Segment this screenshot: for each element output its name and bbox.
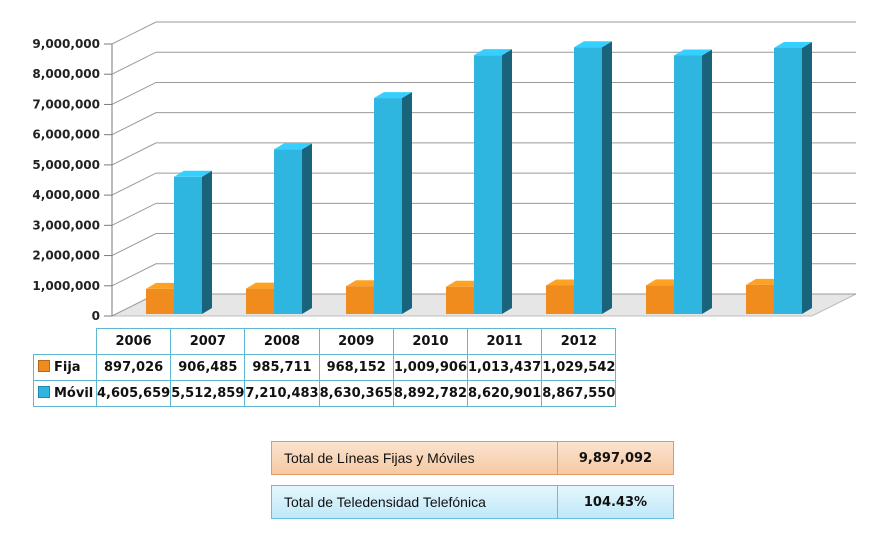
- bar-movil-2007: [274, 143, 312, 314]
- cell-fija-2010: 1,009,906: [392, 354, 469, 381]
- bar-fija-2007-front: [246, 288, 274, 314]
- cell-movil-2007: 5,512,859: [170, 380, 246, 407]
- header-2010: 2010: [392, 328, 469, 355]
- cell-fija-2007: 906,485: [170, 354, 246, 381]
- y-tick-label: 0: [92, 309, 100, 323]
- header-2008: 2008: [244, 328, 320, 355]
- gridline: [111, 81, 856, 105]
- cell-fija-2008: 985,711: [244, 354, 320, 381]
- header-2006: 2006: [95, 328, 172, 355]
- cell-movil-2011: 8,620,901: [467, 380, 543, 407]
- total-lineas-label: Total de Líneas Fijas y Móviles: [272, 442, 558, 474]
- bar-movil-2008-top: [374, 92, 412, 99]
- data-table: 2006 2007 2008 2009 2010 2011 2012 Fija …: [33, 328, 617, 407]
- bar-movil-2009-side: [502, 49, 512, 314]
- gridline: [111, 51, 856, 75]
- bar-fija-2009-front: [446, 286, 474, 314]
- gridline: [111, 112, 856, 136]
- cell-fija-2006: 897,026: [95, 354, 172, 381]
- cell-movil-2012: 8,867,550: [541, 380, 617, 407]
- bar-movil-2009-top: [474, 49, 512, 56]
- bar-movil-2008-side: [402, 92, 412, 314]
- bar-movil-2006-side: [202, 170, 212, 314]
- y-tick-label: 8,000,000: [32, 67, 100, 81]
- gridline: [111, 263, 856, 287]
- cell-movil-2006: 4,605,659: [95, 380, 172, 407]
- bar-movil-2011: [674, 49, 712, 314]
- y-tick-label: 6,000,000: [32, 128, 100, 142]
- bar-movil-2009-front: [474, 55, 502, 314]
- bar-movil-2006: [174, 170, 212, 314]
- bar-movil-2012: [774, 42, 812, 315]
- header-2007: 2007: [170, 328, 246, 355]
- bar-movil-2008-front: [374, 98, 402, 314]
- bar-movil-2007-top: [274, 143, 312, 150]
- y-tick-label: 2,000,000: [32, 249, 100, 263]
- y-tick-label: 4,000,000: [32, 188, 100, 202]
- bar-movil-2012-side: [802, 42, 812, 315]
- y-tick-label: 1,000,000: [32, 279, 100, 293]
- y-tick-label: 7,000,000: [32, 97, 100, 111]
- bar-chart: 0 1,000,000 2,000,000 3,000,000 4,000,000 5,0…: [32, 21, 857, 323]
- bar-movil-2007-front: [274, 149, 302, 314]
- y-axis: 0 1,000,000 2,000,000 3,000,000 4,000,000 5,0…: [32, 37, 113, 323]
- cell-movil-2010: 8,892,782: [392, 380, 469, 407]
- total-lineas-value: 9,897,092: [578, 450, 653, 466]
- bar-movil-2011-side: [702, 49, 712, 314]
- header-2011: 2011: [467, 328, 543, 355]
- gridline: [111, 172, 856, 196]
- teledensidad-box: Total de Teledensidad Telefónica 104.43%: [271, 485, 674, 519]
- bar-movil-2010-front: [574, 47, 602, 315]
- bar-movil-2010-side: [602, 41, 612, 315]
- cell-movil-2008: 7,210,483: [244, 380, 320, 407]
- movil-legend-swatch: [38, 386, 50, 398]
- bar-movil-2012-front: [774, 48, 802, 315]
- legend-fija: Fija: [33, 354, 97, 381]
- legend-fija-label: Fija: [54, 360, 81, 375]
- bar-movil-2009: [474, 49, 512, 314]
- bar-fija-2006-front: [146, 288, 174, 314]
- bar-fija-2010-front: [546, 285, 574, 314]
- gridline: [111, 233, 856, 257]
- total-lineas-box: Total de Líneas Fijas y Móviles 9,897,09…: [271, 441, 674, 475]
- table-corner: [34, 329, 97, 355]
- gridline: [111, 142, 856, 166]
- bar-movil-2007-side: [302, 143, 312, 314]
- cell-fija-2012: 1,029,542: [541, 354, 617, 381]
- bar-movil-2010-top: [574, 41, 612, 48]
- bar-fija-2012-front: [746, 284, 774, 314]
- fija-legend-swatch: [38, 360, 50, 372]
- data-table-row-movil: Móvil 4,605,659 5,512,859 7,210,483 8,63…: [33, 380, 617, 407]
- legend-movil: Móvil: [33, 380, 97, 407]
- bar-movil-2008: [374, 92, 412, 314]
- cell-fija-2009: 968,152: [318, 354, 394, 381]
- y-tick-label: 9,000,000: [32, 37, 100, 51]
- bar-fija-2011-front: [646, 285, 674, 314]
- header-2012: 2012: [541, 328, 617, 355]
- bar-fija-2008-front: [346, 286, 374, 314]
- gridline: [111, 202, 856, 226]
- legend-movil-label: Móvil: [54, 386, 94, 401]
- bar-movil-2006-top: [174, 170, 212, 177]
- data-table-header-row: 2006 2007 2008 2009 2010 2011 2012: [34, 328, 617, 355]
- bar-movil-2011-top: [674, 49, 712, 56]
- y-tick-label: 3,000,000: [32, 218, 100, 232]
- cell-fija-2011: 1,013,437: [467, 354, 543, 381]
- y-tick-label: 5,000,000: [32, 158, 100, 172]
- bar-movil-2012-top: [774, 42, 812, 49]
- bar-movil-2011-front: [674, 55, 702, 314]
- data-table-row-fija: Fija 897,026 906,485 985,711 968,152 1,0…: [33, 354, 617, 381]
- bar-movil-2010: [574, 41, 612, 315]
- bars: [146, 41, 812, 315]
- teledensidad-label: Total de Teledensidad Telefónica: [272, 486, 558, 518]
- cell-movil-2009: 8,630,365: [318, 380, 394, 407]
- bar-movil-2006-front: [174, 176, 202, 314]
- teledensidad-value: 104.43%: [583, 494, 648, 510]
- gridline: [111, 21, 856, 45]
- header-2009: 2009: [318, 328, 394, 355]
